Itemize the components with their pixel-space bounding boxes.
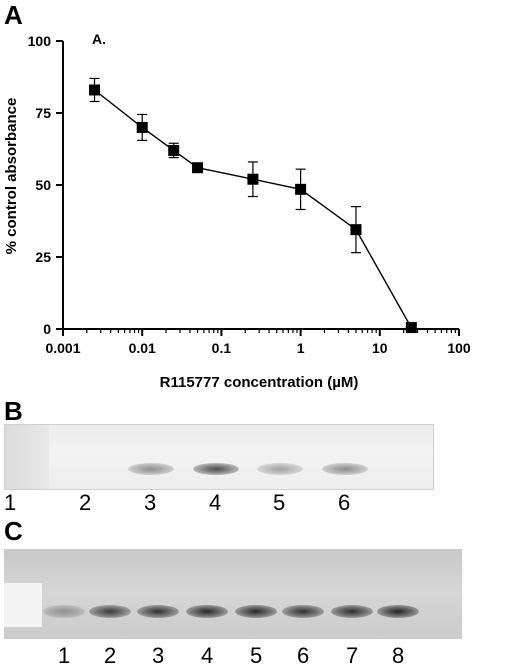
gel-image-b: [4, 424, 434, 490]
gel-band: [282, 605, 324, 618]
axes: [62, 41, 459, 330]
y-tick-label: 25: [35, 249, 51, 265]
gel-band: [193, 463, 239, 475]
gel-band: [89, 605, 131, 618]
gel-band: [43, 605, 85, 618]
data-point: [89, 84, 101, 96]
gel-band: [235, 605, 277, 618]
panel-letter-b: B: [4, 396, 23, 426]
data-point: [247, 173, 259, 185]
gel-lane-label: 2: [79, 490, 92, 515]
gel-lane-label: 1: [58, 643, 71, 668]
y-axis-label: % control absorbance: [3, 98, 20, 255]
gel-lane-label: 8: [392, 643, 405, 668]
error-bars: [89, 77, 361, 254]
ticks: 0 25 50 75 100 0.001 0.01 0.1 1 10 100: [28, 33, 471, 356]
data-point: [350, 224, 362, 236]
x-axis-label: R115777 concentration (µM): [160, 374, 359, 391]
gel-c-edge: [4, 583, 42, 627]
panel-letter-a: A: [4, 0, 23, 30]
y-tick-label: 50: [35, 177, 51, 193]
gel-image-c: [4, 549, 462, 639]
gel-band: [322, 463, 368, 475]
x-tick-label: 1: [297, 340, 305, 356]
gel-lane-label: 4: [201, 643, 214, 668]
gel-band: [128, 463, 174, 475]
x-tick-label: 100: [447, 340, 471, 356]
gel-lane-label: 5: [273, 490, 286, 515]
gel-band: [331, 605, 373, 618]
gel-b-shadow: [5, 425, 49, 489]
x-tick-label: 0.01: [129, 340, 156, 356]
panel-letter-c: C: [4, 516, 23, 546]
y-tick-label: 100: [28, 33, 52, 49]
gel-lane-label: 3: [152, 643, 165, 668]
gel-lane-label: 3: [144, 490, 157, 515]
data-point: [192, 162, 204, 174]
gel-lane-label: 7: [346, 643, 359, 668]
gel-lane-label: 6: [297, 643, 310, 668]
data-point: [295, 183, 307, 195]
dose-response-chart: 0 25 50 75 100 0.001 0.01 0.1 1 10 100 A. R115777 …: [3, 31, 471, 391]
x-tick-label: 0.001: [45, 340, 80, 356]
gel-lane-label: 2: [104, 643, 117, 668]
y-tick-label: 75: [35, 105, 51, 121]
gel-lane-label: 5: [250, 643, 263, 668]
gel-lane-label: 1: [4, 490, 17, 515]
x-tick-label: 10: [372, 340, 388, 356]
subpanel-label: A.: [92, 31, 106, 47]
gel-lane-label: 6: [338, 490, 351, 515]
gel-band: [377, 605, 419, 618]
data-point: [136, 121, 148, 133]
y-tick-label: 0: [43, 321, 51, 337]
data-point: [405, 322, 417, 334]
data-point: [168, 144, 180, 156]
gel-band: [257, 463, 303, 475]
gel-lane-label: 4: [209, 490, 222, 515]
x-tick-label: 0.1: [212, 340, 232, 356]
gel-band: [137, 605, 179, 618]
data-markers: [89, 84, 417, 334]
gel-band: [186, 605, 228, 618]
